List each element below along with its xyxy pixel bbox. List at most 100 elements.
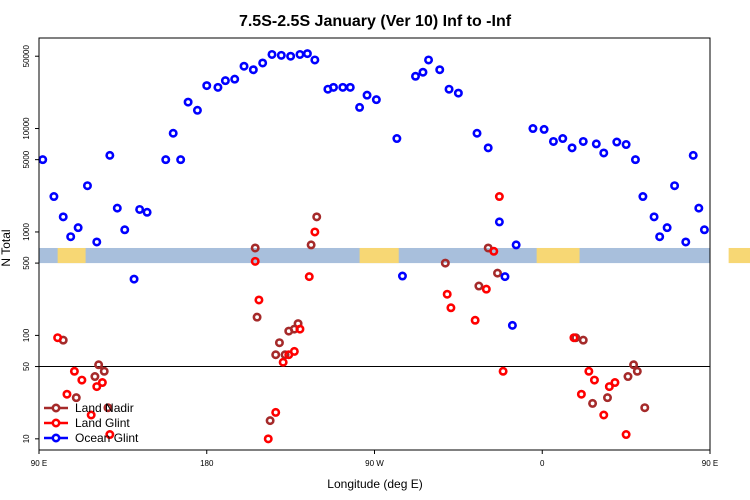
data-point <box>578 136 588 146</box>
data-point <box>105 430 115 440</box>
data-point <box>630 155 640 165</box>
data-point <box>629 360 639 370</box>
data-point <box>306 240 316 250</box>
data-point <box>278 357 288 367</box>
data-point <box>444 84 454 94</box>
data-point <box>397 271 407 281</box>
data-point <box>507 320 517 330</box>
y-tick-label: 1000 <box>22 223 31 241</box>
data-point <box>699 225 709 235</box>
data-point <box>295 49 305 59</box>
data-point <box>248 65 258 75</box>
data-point <box>539 124 549 134</box>
land-band-segment <box>57 247 86 264</box>
data-point <box>493 268 503 278</box>
data-point <box>481 284 491 294</box>
data-point <box>498 366 508 376</box>
data-point <box>92 237 102 247</box>
data-point <box>640 403 650 413</box>
data-point <box>295 324 305 334</box>
legend-marker <box>51 418 61 428</box>
y-tick-label: 5000 <box>22 150 31 168</box>
data-point <box>92 382 102 392</box>
data-point <box>86 410 96 420</box>
data-point <box>453 88 463 98</box>
legend-marker <box>51 403 61 413</box>
data-point <box>599 410 609 420</box>
data-point <box>435 65 445 75</box>
data-point <box>442 289 452 299</box>
data-point <box>392 134 402 144</box>
data-point <box>239 61 249 71</box>
data-point <box>230 74 240 84</box>
legend-marker <box>51 433 61 443</box>
data-point <box>338 82 348 92</box>
x-tick-label: 90 W <box>365 459 384 468</box>
data-point <box>446 303 456 313</box>
land-band-segment <box>728 247 750 264</box>
data-point <box>202 81 212 91</box>
data-point <box>103 403 113 413</box>
land-band-segment <box>536 247 580 264</box>
y-tick-label: 50 <box>22 362 31 371</box>
data-point <box>310 55 320 65</box>
data-point <box>58 212 68 222</box>
data-point <box>312 212 322 222</box>
data-point <box>355 102 365 112</box>
data-point <box>304 272 314 282</box>
data-point <box>632 366 642 376</box>
chart-title: 7.5S-2.5S January (Ver 10) Inf to -Inf <box>239 13 512 30</box>
data-point <box>265 416 275 426</box>
data-point <box>649 212 659 222</box>
data-point <box>183 97 193 107</box>
data-point <box>250 256 260 266</box>
data-point <box>494 192 504 202</box>
y-tick-label: 10 <box>22 434 31 443</box>
data-point <box>120 225 130 235</box>
data-point <box>567 143 577 153</box>
data-point <box>610 378 620 388</box>
y-axis-label: N Total <box>0 229 13 266</box>
data-point <box>66 232 76 242</box>
data-point <box>578 335 588 345</box>
data-point <box>252 312 262 322</box>
data-point <box>511 240 521 250</box>
data-point <box>483 143 493 153</box>
data-point <box>474 281 484 291</box>
y-tick-label: 10000 <box>22 117 31 140</box>
data-point <box>62 389 72 399</box>
data-point <box>271 407 281 417</box>
data-point <box>612 137 622 147</box>
x-tick-label: 90 E <box>702 459 718 468</box>
data-point <box>472 128 482 138</box>
data-point <box>250 243 260 253</box>
data-point <box>90 372 100 382</box>
data-point <box>302 49 312 59</box>
data-point <box>569 333 579 343</box>
data-point <box>129 274 139 284</box>
data-point <box>621 430 631 440</box>
data-point <box>263 434 273 444</box>
data-point <box>621 140 631 150</box>
x-tick-label: 90 E <box>31 459 47 468</box>
data-point <box>681 237 691 247</box>
data-point <box>192 105 202 115</box>
data-point <box>310 227 320 237</box>
data-point <box>77 375 87 385</box>
plot-frame <box>38 37 711 451</box>
data-point <box>602 393 612 403</box>
y-tick-label: 100 <box>22 328 31 342</box>
series-land-glint <box>53 192 631 444</box>
data-point <box>345 82 355 92</box>
data-point <box>176 155 186 165</box>
y-tick-label: 500 <box>22 256 31 270</box>
data-point <box>489 246 499 256</box>
legend-label: Land Glint <box>75 416 130 430</box>
legend-label: Ocean Glint <box>75 431 139 445</box>
data-point <box>584 366 594 376</box>
data-point <box>213 82 223 92</box>
land-ocean-band <box>39 247 750 264</box>
data-point <box>135 204 145 214</box>
data-point <box>99 366 109 376</box>
